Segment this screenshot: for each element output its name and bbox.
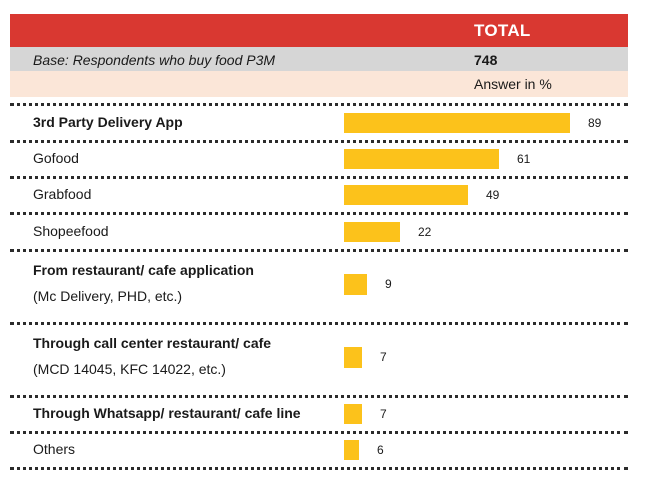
- bar-value-label: 61: [517, 152, 531, 166]
- row-divider: [10, 322, 628, 325]
- row-divider: [10, 103, 628, 106]
- row-divider: [10, 467, 628, 470]
- bar: [344, 222, 400, 242]
- category-label: Others: [33, 441, 76, 457]
- bar-value-label: 22: [418, 225, 432, 239]
- bar: [344, 113, 570, 133]
- bar-value-label: 7: [380, 407, 387, 421]
- category-label: 3rd Party Delivery App: [33, 114, 183, 130]
- row-divider: [10, 212, 628, 215]
- category-label: Through call center restaurant/ cafe: [33, 335, 272, 351]
- header-band: [10, 14, 628, 47]
- bar-value-label: 7: [380, 350, 387, 364]
- base-row: [10, 47, 628, 71]
- category-label: Gofood: [33, 150, 79, 166]
- answer-row: [10, 71, 628, 97]
- row-divider: [10, 431, 628, 434]
- row-divider: [10, 176, 628, 179]
- base-description: Base: Respondents who buy food P3M: [33, 52, 276, 68]
- category-label: Shopeefood: [33, 223, 109, 239]
- bar-value-label: 9: [385, 277, 392, 291]
- bar-value-label: 89: [588, 116, 602, 130]
- bar: [344, 347, 362, 368]
- bar: [344, 274, 367, 295]
- category-label: Through Whatsapp/ restaurant/ cafe line: [33, 405, 301, 421]
- row-divider: [10, 395, 628, 398]
- bar-value-label: 6: [377, 443, 384, 457]
- category-sublabel: (Mc Delivery, PHD, etc.): [33, 288, 183, 304]
- row-divider: [10, 140, 628, 143]
- row-divider: [10, 249, 628, 252]
- bar: [344, 149, 499, 169]
- category-label: Grabfood: [33, 186, 92, 202]
- bar-value-label: 49: [486, 188, 500, 202]
- base-count: 748: [474, 52, 498, 68]
- answer-unit-note: Answer in %: [474, 76, 552, 92]
- bar: [344, 185, 468, 205]
- bar: [344, 404, 362, 424]
- category-sublabel: (MCD 14045, KFC 14022, etc.): [33, 361, 226, 377]
- total-column-header: TOTAL: [474, 21, 531, 40]
- category-label: From restaurant/ cafe application: [33, 262, 254, 278]
- bar: [344, 440, 359, 460]
